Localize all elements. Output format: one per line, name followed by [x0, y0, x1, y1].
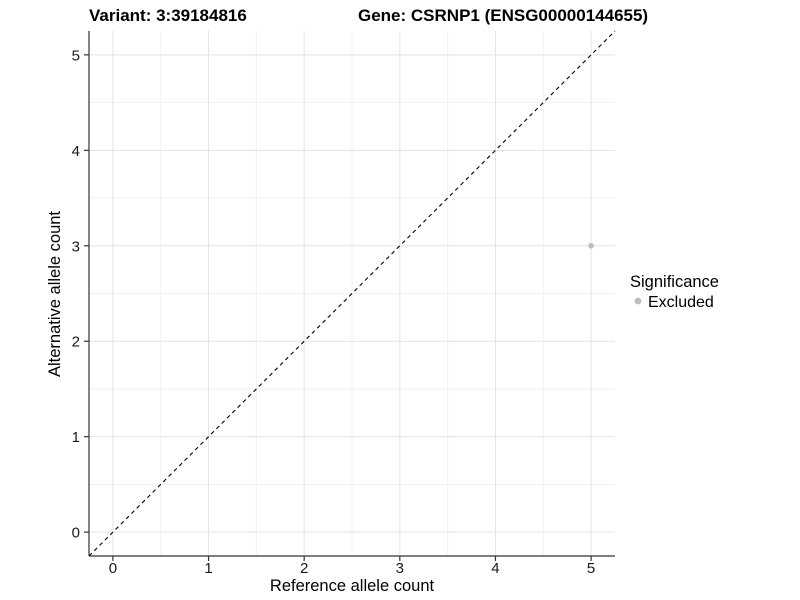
x-axis: 0 1 2 3 4 5 — [89, 555, 615, 577]
legend-entry-label: Excluded — [648, 294, 714, 311]
x-tick-label: 0 — [109, 560, 117, 577]
x-tick-label: 4 — [491, 560, 499, 577]
y-tick-label: 1 — [72, 429, 80, 446]
y-tick-label: 5 — [72, 47, 80, 64]
x-tick-label: 3 — [396, 560, 404, 577]
legend: Significance Excluded — [630, 273, 719, 311]
grid-minor — [89, 31, 615, 556]
grid-major — [89, 31, 615, 556]
legend-title: Significance — [630, 273, 719, 291]
legend-key-dot-icon — [634, 297, 642, 305]
data-points — [588, 242, 594, 249]
x-tick-label: 5 — [587, 560, 595, 577]
x-tick-label: 2 — [300, 560, 308, 577]
plot-title-gene: Gene: CSRNP1 (ENSG00000144655) — [358, 6, 648, 25]
y-tick-label: 3 — [72, 238, 80, 255]
identity-reference-line — [88, 30, 616, 557]
y-tick-label: 2 — [72, 334, 80, 351]
data-point — [588, 242, 594, 249]
x-tick-label: 1 — [204, 560, 212, 577]
plot-title-variant: Variant: 3:39184816 — [89, 6, 247, 25]
y-tick-label: 4 — [72, 143, 80, 160]
y-tick-label: 0 — [72, 525, 80, 542]
y-axis-title: Alternative allele count — [46, 211, 64, 377]
y-axis: 0 1 2 3 4 5 — [72, 31, 90, 556]
x-axis-title: Reference allele count — [270, 577, 435, 595]
